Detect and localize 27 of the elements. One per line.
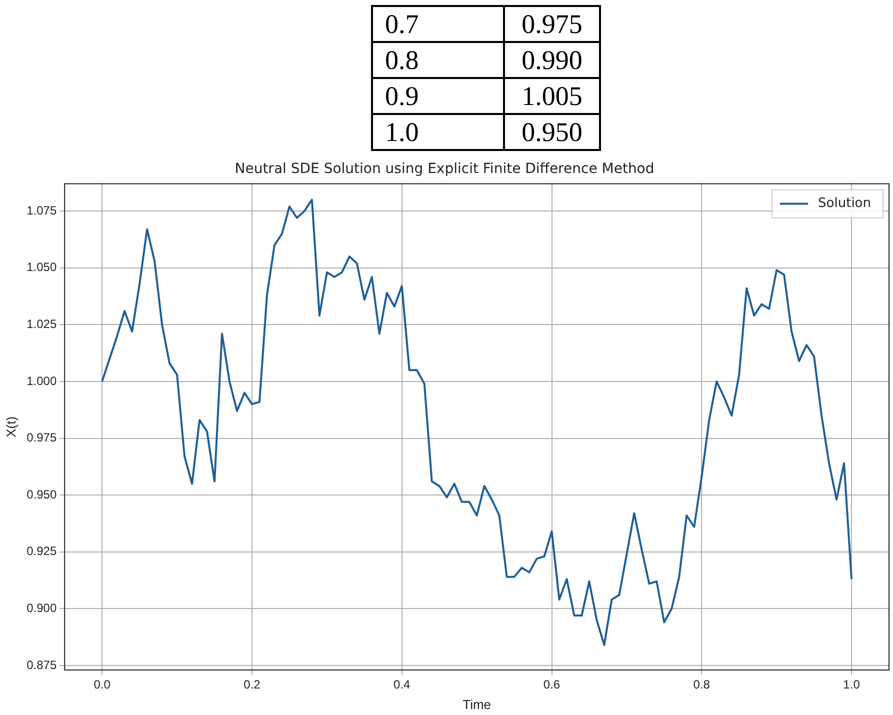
x-axis-title: Time: [462, 696, 492, 712]
legend-label: Solution: [818, 196, 872, 212]
chart-title: Neutral SDE Solution using Explicit Finite Difference Method: [234, 161, 654, 178]
text: 1.005: [504, 78, 600, 114]
y-axis-title: X(t): [3, 416, 18, 438]
text: 0.990: [504, 42, 600, 78]
y-tick-label: 0.900: [26, 600, 57, 615]
text: 0.8: [372, 42, 504, 78]
text: 1.0: [372, 114, 504, 150]
y-tick-label: 1.000: [26, 374, 57, 388]
y-tick-label: 1.025: [26, 316, 57, 331]
x-tick-label: 0.8: [693, 678, 710, 692]
text: 0.975: [504, 6, 600, 42]
x-tick-label: 0.6: [543, 678, 560, 692]
x-tick-label: 0.2: [244, 678, 261, 692]
y-tick-label: 0.925: [26, 544, 57, 558]
text: 0.9: [372, 78, 504, 114]
y-tick-label: 1.075: [26, 203, 57, 218]
x-tick-label: 0.0: [94, 678, 111, 692]
text: 0.950: [504, 114, 600, 150]
y-tick-label: 1.050: [26, 260, 57, 274]
x-tick-label: 1.0: [843, 678, 860, 692]
x-tick-label: 0.4: [394, 678, 411, 692]
text: 0.7: [372, 6, 504, 42]
y-tick-label: 0.975: [26, 430, 57, 445]
y-tick-label: 0.950: [26, 487, 57, 502]
y-tick-label: 0.875: [26, 658, 57, 672]
